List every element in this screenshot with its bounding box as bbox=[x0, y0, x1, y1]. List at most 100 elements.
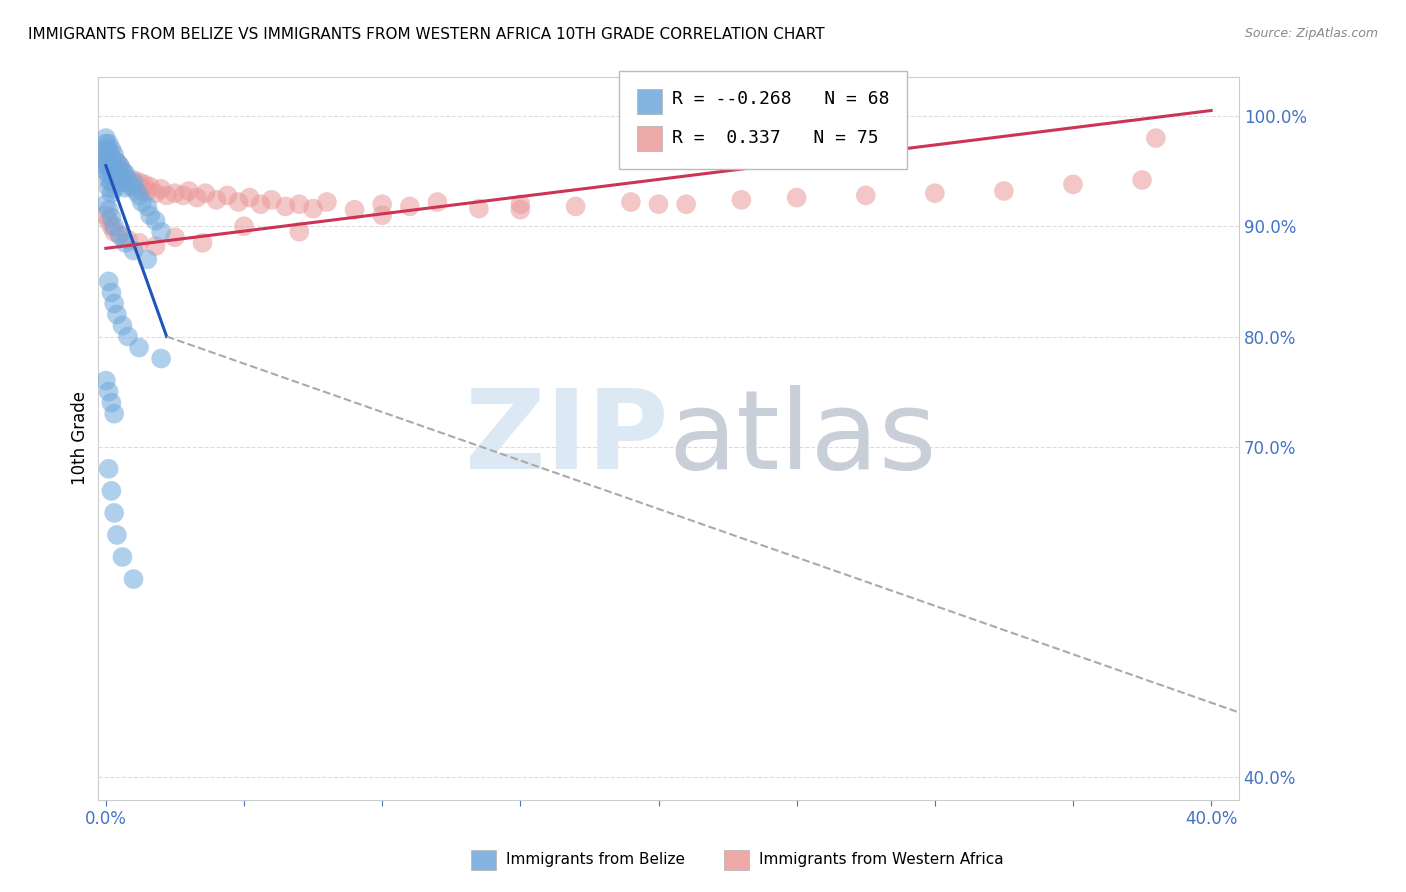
Point bbox=[139, 208, 162, 222]
Point bbox=[316, 194, 339, 209]
Point bbox=[924, 186, 946, 201]
Point bbox=[94, 142, 117, 156]
Point bbox=[620, 194, 643, 209]
Text: R =  0.337   N = 75: R = 0.337 N = 75 bbox=[672, 129, 879, 147]
Point bbox=[1130, 173, 1153, 187]
Point bbox=[103, 225, 125, 239]
Text: Immigrants from Western Africa: Immigrants from Western Africa bbox=[759, 853, 1004, 867]
Point bbox=[125, 184, 148, 198]
Point bbox=[730, 193, 752, 207]
Point bbox=[993, 184, 1015, 198]
Point bbox=[105, 178, 128, 192]
Point bbox=[163, 230, 186, 244]
Point bbox=[205, 193, 228, 207]
Point bbox=[103, 159, 125, 173]
Point bbox=[97, 136, 120, 151]
Point bbox=[97, 166, 120, 180]
Point bbox=[117, 175, 139, 189]
Point bbox=[114, 169, 136, 184]
Point bbox=[108, 228, 131, 243]
Point bbox=[114, 235, 136, 250]
Point bbox=[100, 483, 122, 498]
Point bbox=[94, 131, 117, 145]
Point bbox=[108, 159, 131, 173]
Point bbox=[139, 179, 162, 194]
Point bbox=[105, 155, 128, 169]
Point bbox=[111, 549, 134, 564]
Point bbox=[105, 155, 128, 169]
Point bbox=[172, 188, 194, 202]
Point bbox=[103, 153, 125, 168]
Point bbox=[103, 147, 125, 161]
Point bbox=[288, 225, 311, 239]
Point bbox=[97, 384, 120, 399]
Point bbox=[103, 164, 125, 178]
Point bbox=[855, 188, 877, 202]
Point bbox=[136, 199, 159, 213]
Point bbox=[125, 179, 148, 194]
Point bbox=[94, 374, 117, 388]
Point bbox=[564, 199, 586, 213]
Point bbox=[94, 197, 117, 211]
Point bbox=[100, 211, 122, 225]
Point bbox=[100, 285, 122, 300]
Point bbox=[228, 194, 250, 209]
Point bbox=[145, 213, 167, 227]
Point bbox=[238, 191, 260, 205]
Point bbox=[145, 186, 167, 201]
Point bbox=[103, 182, 125, 196]
Point bbox=[105, 166, 128, 180]
Point bbox=[122, 244, 145, 258]
Point bbox=[103, 170, 125, 185]
Point bbox=[100, 142, 122, 156]
Point bbox=[94, 153, 117, 168]
Point bbox=[103, 506, 125, 520]
Point bbox=[136, 252, 159, 267]
Point bbox=[302, 202, 325, 216]
Point bbox=[108, 159, 131, 173]
Point bbox=[108, 170, 131, 185]
Point bbox=[288, 197, 311, 211]
Point bbox=[97, 145, 120, 159]
Point bbox=[97, 151, 120, 165]
Point bbox=[117, 232, 139, 246]
Point bbox=[233, 219, 256, 234]
Point bbox=[117, 329, 139, 343]
Point bbox=[103, 407, 125, 421]
Point bbox=[111, 175, 134, 189]
Point bbox=[217, 188, 239, 202]
Point bbox=[100, 175, 122, 189]
Point bbox=[94, 164, 117, 178]
Point bbox=[131, 194, 153, 209]
Point bbox=[509, 197, 531, 211]
Text: R = --0.268   N = 68: R = --0.268 N = 68 bbox=[672, 90, 890, 108]
Point bbox=[194, 186, 217, 201]
Point bbox=[100, 151, 122, 165]
Text: Source: ZipAtlas.com: Source: ZipAtlas.com bbox=[1244, 27, 1378, 40]
Y-axis label: 10th Grade: 10th Grade bbox=[72, 392, 89, 485]
Point bbox=[145, 239, 167, 253]
Point bbox=[128, 235, 150, 250]
Point bbox=[131, 182, 153, 196]
Point bbox=[111, 318, 134, 333]
Point bbox=[100, 395, 122, 409]
Point bbox=[100, 186, 122, 201]
Point bbox=[100, 153, 122, 168]
Point bbox=[94, 159, 117, 173]
Point bbox=[94, 147, 117, 161]
Point bbox=[398, 199, 420, 213]
Point bbox=[675, 197, 697, 211]
Point bbox=[100, 159, 122, 173]
Point bbox=[111, 164, 134, 178]
Point bbox=[343, 202, 366, 217]
Point bbox=[97, 157, 120, 171]
Point bbox=[177, 184, 200, 198]
Point bbox=[114, 166, 136, 180]
Point bbox=[191, 235, 214, 250]
Point bbox=[150, 351, 173, 366]
Text: atlas: atlas bbox=[668, 385, 936, 492]
Point bbox=[97, 462, 120, 476]
Point bbox=[97, 213, 120, 227]
Point bbox=[156, 188, 179, 202]
Point bbox=[274, 199, 297, 213]
